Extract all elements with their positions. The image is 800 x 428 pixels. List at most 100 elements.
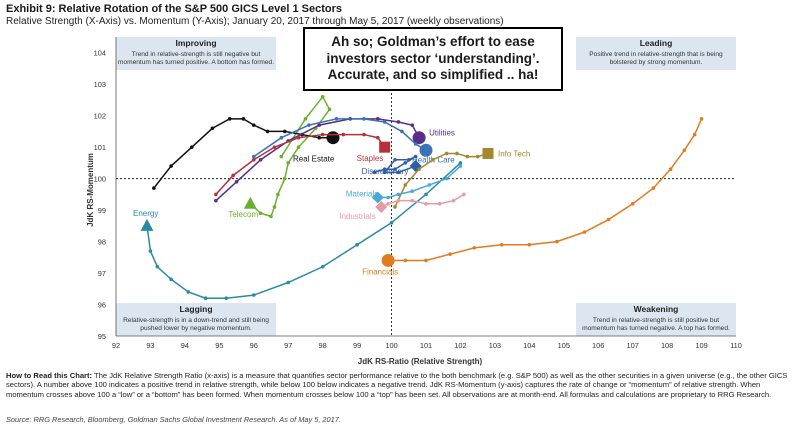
telecom-point (327, 107, 332, 112)
telecom-point (320, 95, 325, 99)
x-tick-label: 94 (181, 341, 189, 350)
x-tick-label: 103 (489, 341, 501, 350)
y-tick-label: 101 (94, 143, 106, 152)
materials-point (427, 183, 432, 187)
info-tech-label: Info Tech (498, 149, 530, 158)
improving-title: Improving (175, 38, 216, 48)
real-estate-point (152, 186, 156, 190)
lagging-box (116, 303, 276, 336)
chart-title: Exhibit 9: Relative Rotation of the S&P … (6, 3, 343, 15)
axes: 92 93 94 95 96 97 98 99 100 101 102 103 104 105 106 107… (94, 37, 742, 350)
staples-point (214, 192, 218, 197)
series-materials: Materials (346, 164, 463, 204)
real-estate-point (251, 123, 256, 127)
staples-point (251, 157, 256, 162)
financials-head-marker (381, 253, 395, 267)
financials-point (527, 242, 532, 247)
weakening-desc-1: Trend in relative-strength is still posi… (593, 317, 719, 324)
energy-point (155, 264, 160, 269)
financials-point (630, 202, 635, 206)
materials-label: Materials (346, 190, 378, 199)
staples-point (272, 145, 277, 149)
series-info-tech: Info Tech (393, 147, 530, 209)
materials-point (444, 176, 449, 181)
info-tech-point (431, 157, 435, 162)
industrials-point (462, 192, 466, 197)
info-tech-head-marker (482, 147, 494, 159)
materials-point (458, 164, 463, 168)
utilities-point (410, 123, 415, 127)
y-tick-label: 103 (94, 80, 106, 89)
real-estate-point (317, 135, 322, 140)
financials-point (424, 258, 428, 263)
real-estate-point (282, 129, 287, 134)
x-tick-label: 105 (558, 341, 570, 350)
financials-point (668, 167, 673, 171)
industrials-point (437, 202, 442, 206)
x-tick-label: 99 (353, 341, 361, 350)
utilities-point (317, 123, 322, 127)
energy-label: Energy (133, 209, 158, 218)
how-to-read-label: How to Read this Chart: (6, 371, 93, 380)
telecom-label: Telecom (228, 210, 258, 219)
utilities-head-marker (412, 131, 426, 145)
real-estate-point (227, 117, 232, 121)
staples-point (362, 132, 366, 137)
improving-desc-2: momentum has turned positive. A bottom h… (118, 59, 274, 66)
series-layer: Energy Financials Telecom Real Estate Utilit… (133, 95, 704, 301)
x-tick-label: 109 (695, 341, 707, 350)
staples-head-marker (379, 141, 391, 153)
utilities-label: Utilities (429, 129, 455, 138)
y-axis-label: JdK RS-Momentum (86, 153, 95, 227)
telecom-point (296, 145, 301, 149)
telecom-point (276, 192, 280, 197)
materials-point (396, 192, 401, 197)
utilities-point (396, 120, 401, 124)
series-energy: Energy (133, 161, 463, 301)
x-tick-label: 101 (420, 341, 432, 350)
telecom-point (272, 205, 277, 209)
annotation-callout: Ah so; Goldman’s effort to ease investor… (303, 27, 563, 91)
staples-point (231, 173, 235, 178)
x-tick-label: 98 (319, 341, 327, 350)
x-tick-label: 107 (626, 341, 638, 350)
utilities-tail-line (215, 118, 420, 202)
utilities-point (214, 198, 218, 203)
x-tick-label: 110 (730, 341, 742, 350)
lagging-desc-1: Relative-strength is in a down-trend and… (123, 317, 269, 324)
energy-point (169, 277, 173, 282)
financials-point (651, 186, 656, 190)
discretionary-point (403, 161, 408, 165)
financials-point (582, 230, 587, 234)
financials-point (699, 117, 704, 121)
financials-tail-line (388, 118, 703, 262)
x-tick-label: 102 (454, 341, 466, 350)
series-telecom: Telecom (228, 95, 332, 219)
financials-point (606, 217, 611, 222)
leading-desc-1: Positive trend in relative-strength that… (589, 51, 723, 58)
energy-point (251, 293, 256, 297)
staples-point (375, 135, 380, 140)
y-tick-label: 102 (94, 112, 106, 121)
industrials-point (386, 202, 390, 206)
energy-point (389, 220, 394, 225)
energy-point (320, 264, 325, 269)
real-estate-point (241, 117, 246, 121)
lagging-desc-2: pushed lower by negative momentum. (140, 325, 252, 332)
info-tech-point (475, 154, 480, 159)
health-care-point (279, 135, 284, 140)
discretionary-point (393, 157, 397, 162)
discretionary-point (396, 170, 401, 175)
chart-subtitle: Relative Strength (X-Axis) vs. Momentum … (6, 16, 504, 27)
staples-point (320, 132, 325, 137)
discretionary-point (406, 157, 411, 162)
y-tick-label: 99 (98, 206, 106, 215)
series-utilities: Utilities (214, 117, 455, 203)
improving-box (116, 37, 276, 70)
x-tick-label: 100 (385, 341, 397, 350)
health-care-head-marker (419, 143, 433, 157)
financials-point (692, 132, 697, 137)
telecom-head-marker (243, 196, 257, 209)
energy-head-marker (140, 218, 154, 231)
discretionary-point (382, 167, 387, 171)
